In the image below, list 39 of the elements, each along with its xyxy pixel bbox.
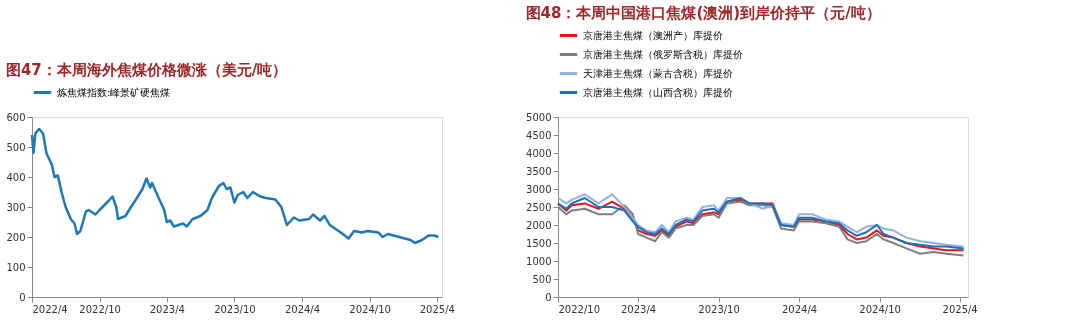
x-tick-label: 2025/4 bbox=[419, 303, 455, 315]
x-tick-label: 2024/4 bbox=[284, 303, 321, 315]
legend-label: 天津港主焦煤（蒙古含税）库提价 bbox=[583, 67, 733, 79]
y-tick-label: 100 bbox=[6, 261, 26, 273]
x-tick-label: 2024/10 bbox=[349, 303, 391, 315]
legend-label: 京唐港主焦煤（澳洲产）库提价 bbox=[583, 29, 723, 41]
y-tick-label: 600 bbox=[6, 111, 26, 123]
y-tick-label: 500 bbox=[532, 273, 552, 285]
y-tick-label: 400 bbox=[6, 171, 26, 183]
x-tick-label: 2022/10 bbox=[79, 303, 121, 315]
legend-label: 京唐港主焦煤（山西含税）库提价 bbox=[583, 86, 733, 98]
y-tick-label: 5000 bbox=[526, 111, 552, 123]
legend-label: 京唐港主焦煤（俄罗斯含税）库提价 bbox=[583, 48, 743, 60]
x-tick-label: 2024/4 bbox=[781, 303, 818, 315]
x-tick-label: 2022/10 bbox=[558, 303, 601, 315]
x-tick-label: 2023/4 bbox=[149, 303, 185, 315]
y-tick-label: 4500 bbox=[526, 129, 552, 141]
y-tick-label: 2000 bbox=[526, 219, 552, 231]
y-tick-label: 200 bbox=[6, 231, 26, 243]
x-tick-label: 2023/4 bbox=[620, 303, 657, 315]
x-tick-label: 2025/4 bbox=[942, 303, 978, 315]
y-tick-label: 0 bbox=[19, 291, 26, 303]
y-tick-label: 300 bbox=[6, 201, 26, 213]
chart-title: 图47：本周海外焦煤价格微涨（美元/吨） bbox=[5, 61, 288, 79]
x-tick-label: 2022/4 bbox=[32, 303, 68, 315]
x-tick-label: 2023/10 bbox=[214, 303, 256, 315]
x-tick-label: 2023/10 bbox=[698, 303, 740, 315]
legend-label: 炼焦煤指数:峰景矿硬焦煤 bbox=[57, 86, 171, 98]
chart-title: 图48：本周中国港口焦煤(澳洲)到岸价持平（元/吨） bbox=[525, 4, 881, 22]
y-tick-label: 0 bbox=[545, 291, 552, 303]
y-tick-label: 1500 bbox=[526, 237, 552, 249]
y-tick-label: 500 bbox=[6, 141, 26, 153]
x-tick-label: 2024/10 bbox=[859, 303, 901, 315]
y-tick-label: 2500 bbox=[526, 201, 552, 213]
line-series bbox=[30, 127, 440, 245]
y-tick-label: 3000 bbox=[526, 183, 552, 195]
y-tick-label: 4000 bbox=[526, 147, 552, 159]
y-tick-label: 1000 bbox=[526, 255, 552, 267]
y-tick-label: 3500 bbox=[526, 165, 552, 177]
